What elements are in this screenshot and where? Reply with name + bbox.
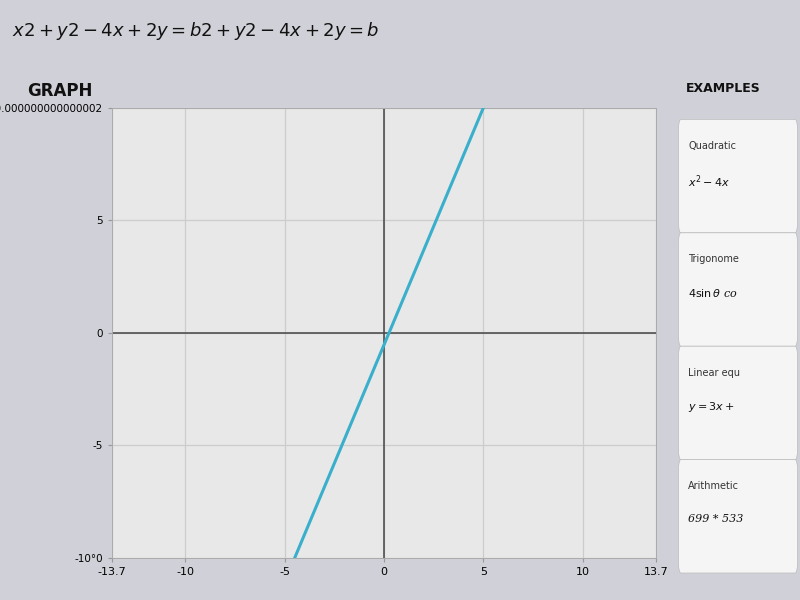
Text: $x2 + y2 - 4x + 2y = b2 + y2 - 4x + 2y = b$: $x2 + y2 - 4x + 2y = b2 + y2 - 4x + 2y =… [12,20,379,42]
FancyBboxPatch shape [678,119,798,233]
FancyBboxPatch shape [678,460,798,573]
Text: Arithmetic: Arithmetic [688,481,739,491]
Text: Linear equ: Linear equ [688,368,741,378]
Text: $4\sin\theta$ co: $4\sin\theta$ co [688,287,738,299]
Text: Quadratic: Quadratic [688,141,736,151]
FancyBboxPatch shape [678,346,798,460]
Text: $y = 3x +$: $y = 3x +$ [688,400,735,414]
Text: EXAMPLES: EXAMPLES [686,82,761,95]
Text: 699 * 533: 699 * 533 [688,514,744,524]
FancyBboxPatch shape [678,233,798,346]
Text: GRAPH: GRAPH [27,82,93,100]
Text: $x^2 - 4x$: $x^2 - 4x$ [688,173,730,190]
Text: Trigonome: Trigonome [688,254,739,265]
